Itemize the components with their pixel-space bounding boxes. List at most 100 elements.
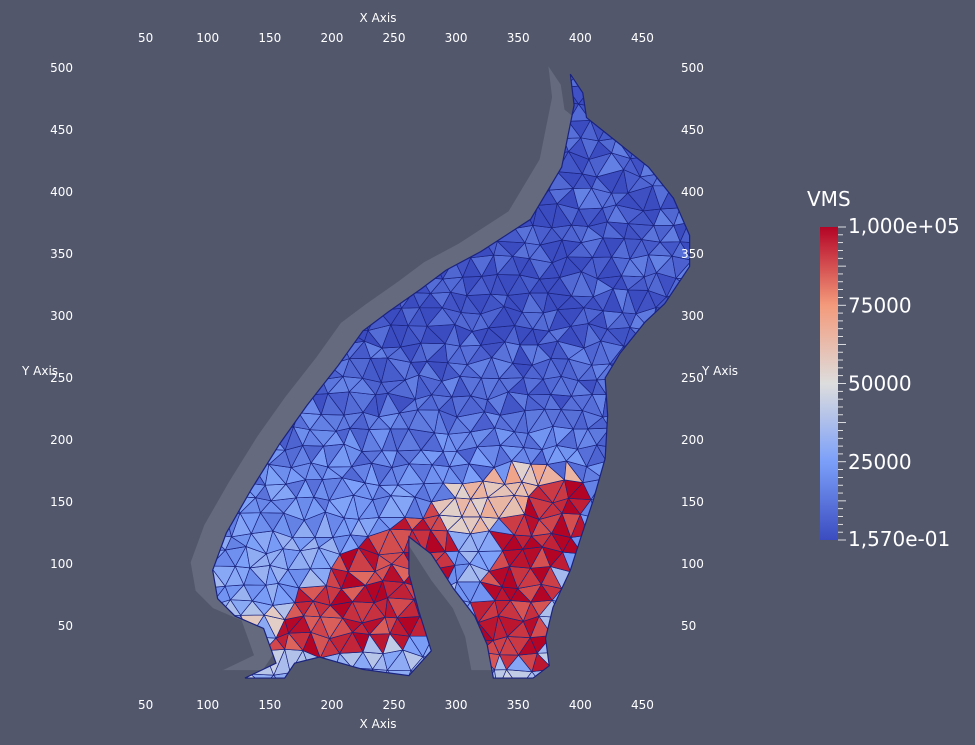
mesh-cell	[242, 394, 259, 417]
mesh-cell	[691, 397, 707, 412]
mesh-cell	[328, 221, 351, 240]
mesh-cell	[332, 104, 357, 120]
mesh-cell	[266, 270, 281, 299]
mesh-cell	[460, 74, 485, 89]
mesh-cell	[254, 74, 270, 86]
mesh-cell	[688, 138, 690, 153]
mesh-cell	[522, 100, 542, 121]
mesh-cell	[192, 667, 212, 684]
mesh-cell	[316, 242, 336, 262]
mesh-cell	[619, 499, 645, 514]
mesh-cell	[658, 158, 677, 175]
mesh-cell	[459, 670, 485, 679]
mesh-cell	[328, 203, 351, 227]
mesh-cell	[660, 479, 684, 504]
mesh-cell	[456, 100, 481, 124]
mesh-cell	[467, 74, 493, 88]
mesh-cell	[339, 203, 360, 224]
mesh-cell	[339, 100, 366, 120]
mesh-cell	[627, 360, 650, 384]
mesh-cell	[370, 260, 395, 276]
mesh-cell	[327, 288, 349, 310]
mesh-cell	[290, 260, 318, 275]
mesh-cell	[263, 305, 281, 328]
mesh-cell	[212, 243, 227, 263]
mesh-cell	[500, 117, 519, 138]
mesh-cell	[593, 654, 608, 672]
mesh-cell	[233, 636, 251, 657]
mesh-cell	[642, 497, 658, 516]
mesh-cell	[661, 82, 680, 105]
mesh-cell	[476, 116, 502, 142]
mesh-cell	[579, 650, 604, 672]
mesh-cell	[261, 102, 281, 124]
mesh-cell	[649, 666, 667, 679]
mesh-cell	[320, 104, 341, 120]
mesh-cell	[268, 185, 291, 212]
mesh-cell	[281, 322, 301, 343]
mesh-cell	[232, 413, 250, 433]
mesh-cell	[650, 636, 674, 659]
mesh-cell	[630, 416, 652, 436]
mesh-cell	[432, 185, 454, 212]
mesh-cell	[304, 672, 324, 679]
mesh-cell	[688, 151, 690, 174]
mesh-cell	[293, 116, 312, 138]
mesh-cell	[595, 511, 621, 537]
mesh-cell	[388, 155, 411, 175]
mesh-cell	[410, 74, 436, 86]
mesh-cell	[215, 396, 233, 411]
mesh-cell	[245, 289, 265, 315]
x-tick-top: 350	[507, 31, 530, 45]
mesh-cell	[628, 597, 648, 624]
mesh-cell	[648, 379, 672, 397]
mesh-cell	[394, 99, 408, 126]
mesh-cell	[401, 74, 426, 83]
mesh-cell	[651, 530, 672, 549]
y-tick-right: 450	[681, 123, 704, 137]
mesh-cell	[212, 482, 218, 504]
mesh-cell	[290, 74, 310, 90]
mesh-cell	[192, 651, 212, 672]
mesh-cell	[223, 674, 241, 679]
mesh-cell	[438, 192, 459, 212]
mesh-cell	[636, 137, 657, 158]
mesh-cell	[373, 184, 396, 209]
mesh-cell	[283, 237, 302, 263]
mesh-cell	[685, 656, 690, 674]
mesh-cell	[240, 116, 267, 143]
mesh-cell	[359, 238, 382, 264]
mesh-cell	[600, 552, 621, 566]
mesh-cell	[592, 74, 608, 86]
mesh-cell	[212, 360, 219, 379]
mesh-cell	[263, 237, 285, 261]
mesh-cell	[222, 136, 242, 154]
mesh-cell	[243, 276, 268, 291]
mesh-cell	[605, 448, 627, 467]
y-tick-right: 150	[681, 495, 704, 509]
mesh-cell	[343, 74, 358, 90]
mesh-cell	[245, 305, 265, 330]
mesh-cell	[220, 203, 241, 222]
mesh-cell	[671, 599, 690, 621]
mesh-cell	[212, 74, 225, 89]
mesh-cell	[636, 597, 659, 624]
mesh-cell	[212, 343, 237, 362]
mesh-cell	[280, 122, 301, 143]
mesh-cell	[233, 141, 255, 153]
mesh-cell	[643, 341, 662, 362]
mesh-cell	[692, 278, 710, 289]
mesh-cell	[448, 86, 470, 103]
mesh-cell	[645, 137, 673, 160]
mesh-cell	[448, 222, 472, 240]
mesh-cell	[660, 103, 680, 122]
mesh-cell	[669, 415, 690, 433]
mesh-cell	[289, 169, 315, 195]
mesh-cell	[648, 391, 672, 416]
mesh-cell	[404, 81, 418, 105]
mesh-cell	[628, 477, 648, 501]
mesh-cell	[422, 655, 443, 674]
mesh-cell	[430, 153, 450, 177]
